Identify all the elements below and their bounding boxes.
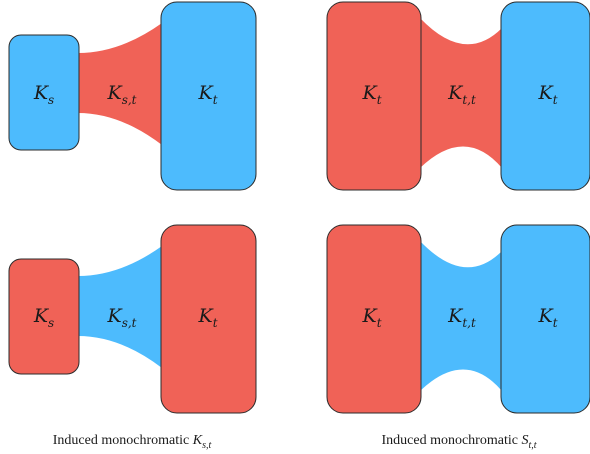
- right-label: Kt: [537, 82, 557, 107]
- right-block: [500, 224, 590, 414]
- bridge-label: Kt,t: [447, 305, 476, 330]
- caption-right: Induced monochromatic St,t: [381, 433, 536, 451]
- bridge-label: Kt,t: [447, 82, 476, 107]
- left-block: [326, 224, 422, 414]
- diagram-top-right: Kt Kt,t Kt: [326, 1, 590, 191]
- right-block: [160, 1, 257, 191]
- bridge-region: [78, 23, 162, 145]
- right-block: [160, 224, 257, 414]
- bridge-label: Ks,t: [107, 305, 137, 330]
- bridge-region: [420, 18, 502, 168]
- diagram-top-left: Ks Ks,t Kt: [8, 1, 257, 191]
- diagram-bottom-left: Ks Ks,t Kt: [8, 224, 257, 414]
- left-block: [8, 34, 80, 151]
- caption-left: Induced monochromatic Ks,t: [53, 433, 212, 451]
- right-label: Kt: [197, 82, 217, 107]
- bridge-region: [420, 241, 502, 391]
- left-label: Ks: [33, 82, 54, 107]
- left-label: Kt: [361, 82, 381, 107]
- left-block: [8, 258, 80, 375]
- right-block: [500, 1, 590, 191]
- left-label: Ks: [33, 305, 54, 330]
- bridge-label: Ks,t: [107, 82, 137, 107]
- right-label: Kt: [197, 305, 217, 330]
- right-label: Kt: [537, 305, 557, 330]
- left-block: [326, 1, 422, 191]
- left-label: Kt: [361, 305, 381, 330]
- diagram-bottom-right: Kt Kt,t Kt: [326, 224, 590, 414]
- bridge-region: [78, 246, 162, 368]
